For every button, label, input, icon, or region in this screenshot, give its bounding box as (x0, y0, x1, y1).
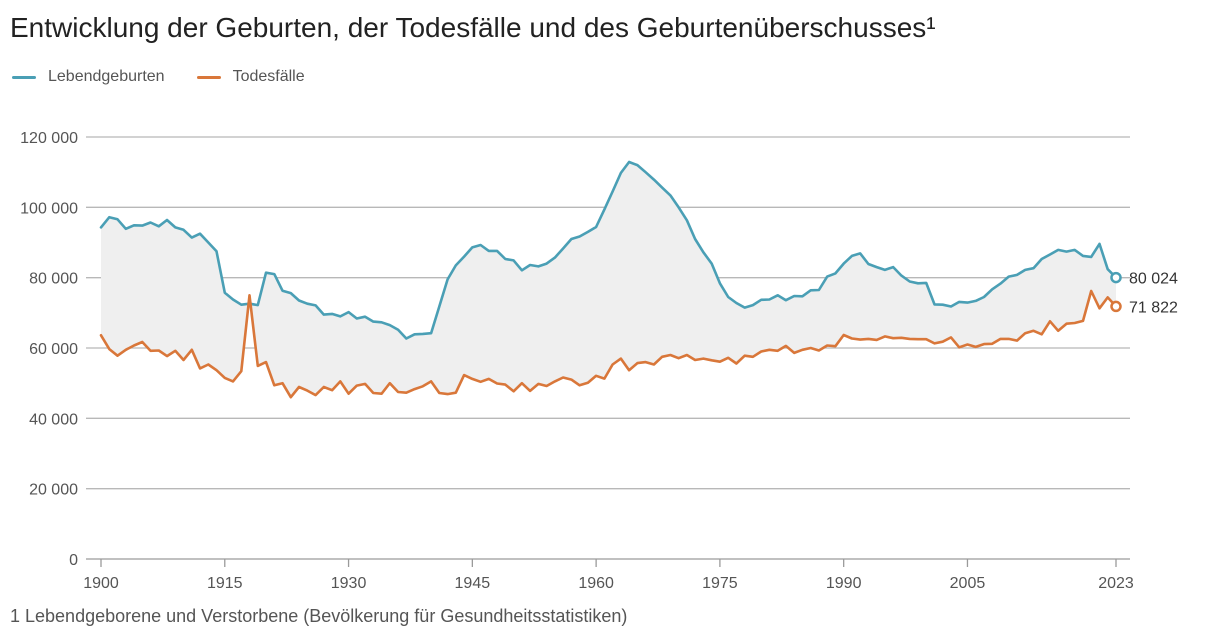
deaths-line (99, 289, 1118, 399)
x-tick-label: 2005 (950, 575, 986, 592)
births-end-marker (1110, 271, 1122, 284)
deaths-end-label: 71 822 (1129, 299, 1178, 316)
y-tick-label: 40 000 (29, 411, 78, 428)
y-tick-label: 0 (69, 552, 78, 569)
end-markers: 80 024 71 822 (1110, 271, 1178, 316)
y-axis: 0 20 000 40 000 60 000 80 000 100 000 120 000 (20, 130, 78, 569)
x-tick-label: 1900 (83, 575, 119, 592)
x-tick-label: 1975 (702, 575, 738, 592)
legend-item-births[interactable]: Lebendgeburten (12, 68, 165, 86)
y-tick-label: 80 000 (29, 271, 78, 288)
legend-swatch-deaths (196, 75, 221, 79)
chart-legend: Lebendgeburten Todesfälle (12, 68, 305, 86)
y-tick-label: 100 000 (20, 200, 78, 217)
legend-label-deaths: Todesfälle (232, 68, 305, 85)
x-tick-label: 1930 (331, 575, 367, 592)
x-tick-label: 2023 (1098, 575, 1134, 592)
footnote: 1 Lebendgeborene und Verstorbene (Bevölk… (10, 606, 628, 626)
births-line (99, 160, 1118, 340)
chart-title: Entwicklung der Geburten, der Todesfälle… (10, 12, 936, 43)
legend-label-births: Lebendgeburten (48, 68, 165, 85)
y-tick-label: 20 000 (29, 482, 78, 499)
x-tick-label: 1945 (455, 575, 491, 592)
births-end-label: 80 024 (1129, 271, 1178, 288)
x-tick-label: 1990 (826, 575, 862, 592)
y-tick-label: 60 000 (29, 341, 78, 358)
x-tick-label: 1960 (578, 575, 614, 592)
x-tick-label: 1915 (207, 575, 243, 592)
deaths-end-marker (1110, 300, 1122, 313)
y-tick-label: 120 000 (20, 130, 78, 147)
difference-area (101, 161, 1116, 398)
legend-swatch-births (12, 75, 36, 79)
series-lines (99, 160, 1118, 399)
legend-item-deaths[interactable]: Todesfälle (196, 68, 305, 86)
x-axis: 1900 1915 1930 1945 1960 1975 1990 2005 2023 (83, 559, 1134, 592)
